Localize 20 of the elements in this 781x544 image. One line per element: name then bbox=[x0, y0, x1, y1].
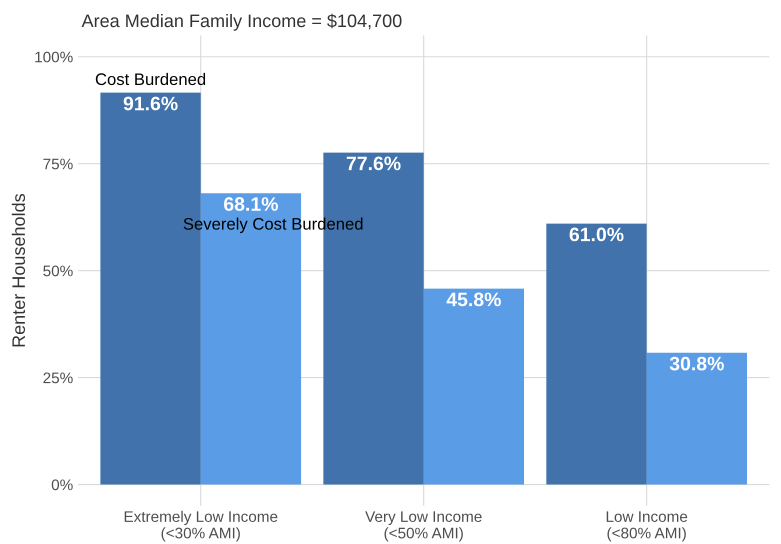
chart-title: Area Median Family Income = $104,700 bbox=[82, 14, 402, 31]
y-tick-label: 50% bbox=[43, 266, 73, 276]
bar bbox=[646, 352, 747, 485]
data-label: 30.8% bbox=[670, 356, 724, 371]
x-tick-label: Very Low Income (<50% AMI) bbox=[365, 511, 482, 542]
data-label: 45.8% bbox=[446, 292, 501, 306]
bar bbox=[546, 224, 647, 485]
data-label: 77.6% bbox=[346, 156, 401, 170]
y-tick-label: 25% bbox=[43, 372, 73, 384]
x-tick-label: Extremely Low Income (<30% AMI) bbox=[124, 510, 278, 542]
data-label: 68.1% bbox=[224, 197, 278, 211]
x-tick-label: Low Income (<80% AMI) bbox=[606, 511, 688, 542]
series-label: Cost Burdened bbox=[96, 72, 206, 86]
data-label: 91.6% bbox=[124, 96, 178, 110]
data-label: 61.0% bbox=[570, 228, 624, 242]
y-tick-label: 75% bbox=[43, 158, 73, 170]
bar bbox=[424, 288, 524, 485]
y-tick-label: 100% bbox=[35, 52, 73, 62]
y-tick-label: 0% bbox=[52, 479, 73, 490]
y-axis-title: Renter Households bbox=[12, 194, 26, 346]
